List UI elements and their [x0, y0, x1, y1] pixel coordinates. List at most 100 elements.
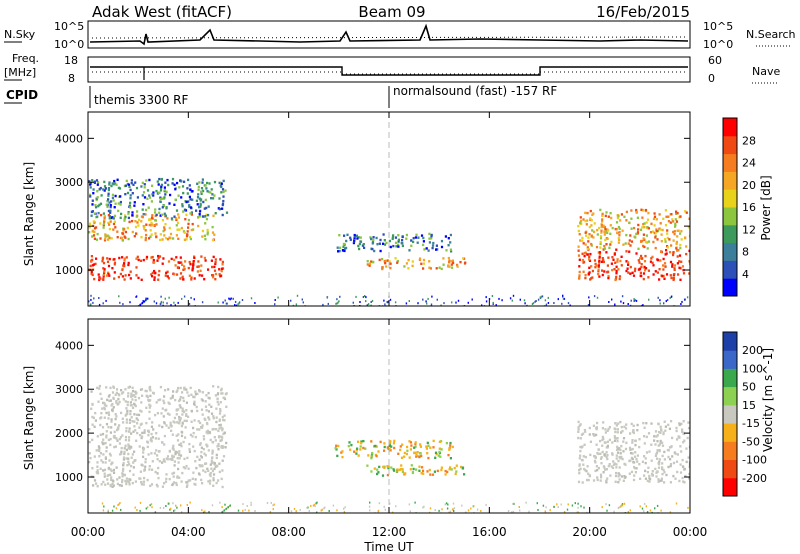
velocity-region-1-cell: [181, 423, 184, 426]
power-region-6-cell: [688, 217, 690, 220]
velocity-region-4-cell: [615, 471, 618, 475]
power-region-6-cell: [618, 234, 621, 237]
power-noise-cell: [336, 298, 338, 301]
velocity-region-1-cell: [117, 397, 120, 401]
velocity-region-4-cell: [611, 452, 614, 455]
power-region-0-cell: [136, 255, 139, 259]
velocity-region-1-cell: [158, 424, 161, 427]
velocity-region-4-cell: [615, 454, 618, 457]
velocity-region-1-cell: [130, 395, 133, 398]
power-noise-cell: [659, 299, 661, 302]
power-region-0-cell: [102, 267, 105, 270]
power-region-6-cell: [579, 219, 583, 223]
power-region-5-cell: [682, 272, 686, 275]
power-region-3-cell: [422, 243, 425, 247]
velocity-region-1-cell: [91, 402, 94, 406]
velocity-region-4-cell: [624, 427, 628, 430]
velocity-region-1-cell: [145, 389, 148, 393]
velocity-region-4-cell: [633, 461, 636, 464]
power-region-0-cell: [158, 255, 162, 258]
velocity-region-0-cell: [199, 454, 203, 458]
power-region-3-cell: [362, 243, 365, 246]
power-region-4-cell: [372, 260, 375, 264]
power-noise-cell: [436, 298, 438, 301]
velocity-region-0-cell: [139, 477, 142, 480]
velocity-region-2-cell: [359, 445, 362, 448]
velocity-region-0-cell: [121, 475, 124, 478]
velocity-cbar-tick-label: 50: [742, 381, 756, 394]
velocity-region-4-cell: [594, 469, 597, 473]
velocity-region-1-cell: [101, 426, 105, 429]
power-region-0-cell: [127, 263, 130, 267]
velocity-region-4-cell: [645, 435, 648, 439]
power-region-5-cell: [588, 258, 591, 261]
velocity-region-4-cell: [608, 438, 611, 442]
velocity-region-0-cell: [96, 465, 99, 468]
power-region-1-cell: [121, 232, 124, 235]
power-region-6-cell: [674, 225, 677, 228]
velocity-noise-cell: [669, 511, 672, 513]
velocity-region-4-cell: [629, 459, 632, 462]
velocity-region-4-cell: [595, 433, 598, 437]
power-region-6-cell: [603, 233, 606, 236]
power-region-1-cell: [92, 220, 95, 223]
velocity-region-4-cell: [656, 457, 659, 460]
velocity-region-2-cell: [448, 448, 451, 451]
power-noise-cell: [105, 299, 107, 302]
power-region-1-cell: [107, 221, 110, 225]
power-region-6-cell: [658, 213, 661, 216]
velocity-region-0-cell: [142, 455, 145, 458]
velocity-region-2-cell: [449, 441, 452, 445]
velocity-region-1-cell: [143, 431, 146, 434]
velocity-region-0-cell: [116, 482, 119, 486]
x-tick-label: 12:00: [372, 525, 407, 539]
power-region-5-cell: [615, 272, 618, 275]
power-region-6-cell: [601, 212, 604, 216]
power-region-2-cell: [107, 198, 110, 201]
velocity-region-4-cell: [643, 426, 646, 429]
velocity-region-0-cell: [156, 454, 159, 457]
velocity-region-4-cell: [620, 431, 623, 434]
velocity-region-4-cell: [605, 451, 608, 454]
velocity-region-1-cell: [129, 445, 132, 448]
velocity-noise-cell: [102, 509, 105, 512]
velocity-region-0-cell: [201, 464, 204, 467]
velocity-region-1-cell: [136, 418, 139, 422]
power-region-2-cell: [143, 196, 147, 199]
velocity-region-4-cell: [616, 451, 620, 454]
velocity-noise-cell: [453, 507, 456, 510]
power-region-5-cell: [664, 265, 667, 268]
velocity-region-1-cell: [179, 404, 182, 407]
velocity-region-0-cell: [138, 477, 141, 480]
power-region-3-cell: [372, 236, 375, 239]
power-region-2-cell: [177, 194, 180, 197]
velocity-region-4-cell: [617, 472, 620, 475]
velocity-region-0-cell: [208, 473, 211, 476]
velocity-region-4-cell: [672, 461, 676, 465]
velocity-region-0-cell: [168, 477, 171, 481]
velocity-region-3-cell: [386, 473, 389, 477]
power-region-2-cell: [120, 212, 123, 216]
power-region-2-cell: [214, 212, 217, 215]
velocity-region-2-cell: [438, 450, 441, 454]
power-region-4-cell: [403, 265, 406, 268]
power-region-6-cell: [625, 210, 628, 214]
velocity-region-1-cell: [183, 419, 186, 422]
velocity-region-1-cell: [167, 426, 170, 429]
velocity-noise-cell: [221, 506, 223, 509]
power-region-6-cell: [679, 246, 682, 250]
velocity-region-0-cell: [198, 464, 201, 467]
velocity-region-2-cell: [397, 452, 400, 455]
velocity-region-4-cell: [662, 468, 665, 472]
velocity-region-4-cell: [669, 462, 673, 466]
power-region-5-cell: [589, 252, 592, 256]
velocity-region-1-cell: [202, 438, 206, 441]
power-region-2-cell: [167, 183, 170, 187]
power-region-6-cell: [642, 233, 645, 236]
power-noise-cell: [190, 296, 192, 299]
velocity-region-1-cell: [190, 409, 193, 413]
velocity-region-0-cell: [98, 455, 101, 458]
power-region-5-cell: [688, 249, 690, 253]
power-region-6-cell: [635, 208, 638, 212]
power-region-2-cell: [133, 204, 136, 207]
